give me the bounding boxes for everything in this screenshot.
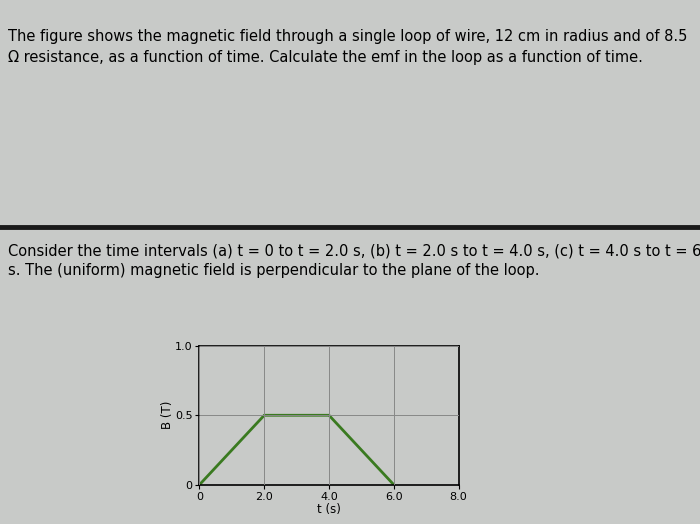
Text: Ω resistance, as a function of time. Calculate the emf in the loop as a function: Ω resistance, as a function of time. Cal… [8, 50, 643, 65]
Y-axis label: B (T): B (T) [160, 401, 174, 430]
Text: The figure shows the magnetic field through a single loop of wire, 12 cm in radi: The figure shows the magnetic field thro… [8, 29, 688, 44]
X-axis label: t (s): t (s) [317, 503, 341, 516]
Text: Consider the time intervals (a) t = 0 to t = 2.0 s, (b) t = 2.0 s to t = 4.0 s, : Consider the time intervals (a) t = 0 to… [8, 244, 700, 259]
Text: s. The (uniform) magnetic field is perpendicular to the plane of the loop.: s. The (uniform) magnetic field is perpe… [8, 263, 540, 278]
